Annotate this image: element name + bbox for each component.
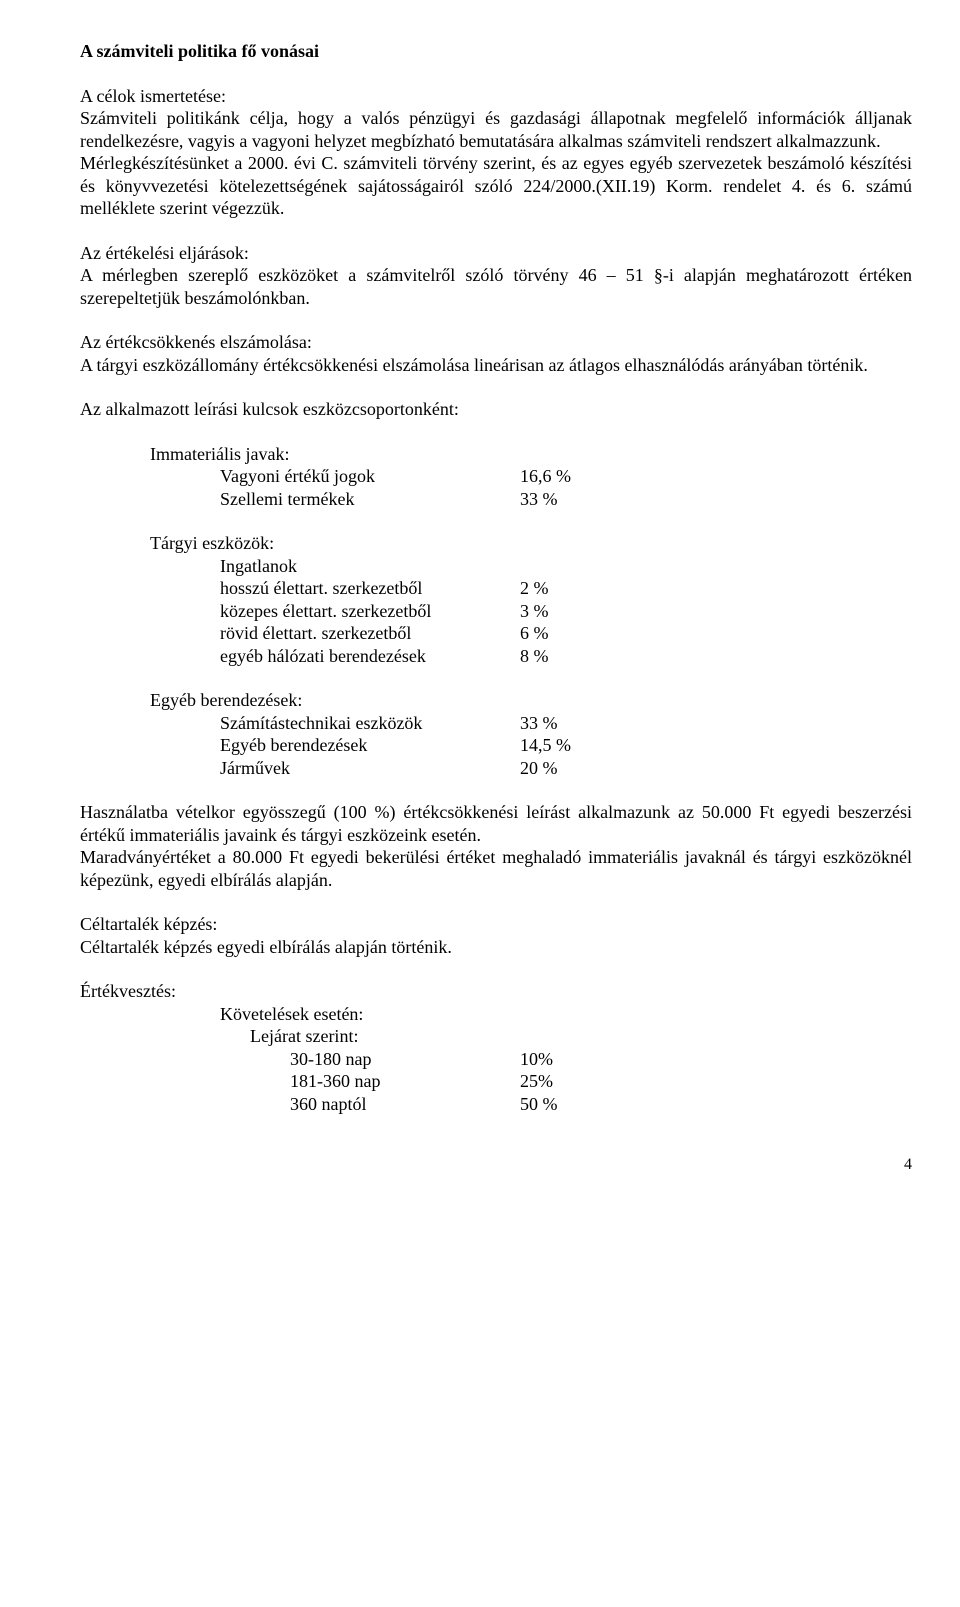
rates-heading: Az alkalmazott leírási kulcsok eszközcso… <box>80 398 912 421</box>
provision-body: Céltartalék képzés egyedi elbírálás alap… <box>80 937 452 957</box>
rate-label: közepes élettart. szerkezetből <box>220 600 520 623</box>
impairment-value: 25% <box>520 1070 620 1093</box>
rate-row: Szellemi termékek 33 % <box>80 488 912 511</box>
rate-label: Szellemi termékek <box>220 488 520 511</box>
impairment-sub2: Lejárat szerint: <box>80 1025 912 1048</box>
impairment-head: Értékvesztés: <box>80 980 912 1003</box>
rate-label: Járművek <box>220 757 520 780</box>
rate-label: rövid élettart. szerkezetből <box>220 622 520 645</box>
impairment-label: 181-360 nap <box>290 1070 520 1093</box>
provision-head: Céltartalék képzés: <box>80 914 217 934</box>
impairment-sub1: Követelések esetén: <box>80 1003 912 1026</box>
rate-label: Számítástechnikai eszközök <box>220 712 520 735</box>
rate-label: hosszú élettart. szerkezetből <box>220 577 520 600</box>
immaterial-assets-block: Immateriális javak: Vagyoni értékű jogok… <box>80 443 912 511</box>
impairment-row: 181-360 nap 25% <box>80 1070 912 1093</box>
usage-line-2: Maradványértéket a 80.000 Ft egyedi beke… <box>80 847 912 890</box>
tangible-head: Tárgyi eszközök: <box>80 532 912 555</box>
intro-paragraph: A célok ismertetése: Számviteli politiká… <box>80 85 912 220</box>
usage-line-1: Használatba vételkor egyösszegű (100 %) … <box>80 802 912 845</box>
rate-row: közepes élettart. szerkezetből 3 % <box>80 600 912 623</box>
rate-value: 14,5 % <box>520 734 620 757</box>
provision-paragraph: Céltartalék képzés: Céltartalék képzés e… <box>80 913 912 958</box>
rate-label: egyéb hálózati berendezések <box>220 645 520 668</box>
intro-body: Számviteli politikánk célja, hogy a való… <box>80 108 912 151</box>
depreciation-head: Az értékcsökkenés elszámolása: <box>80 332 312 352</box>
impairment-label: 360 naptól <box>290 1093 520 1116</box>
usage-paragraph: Használatba vételkor egyösszegű (100 %) … <box>80 801 912 891</box>
impairment-value: 50 % <box>520 1093 620 1116</box>
rate-value: 20 % <box>520 757 620 780</box>
impairment-label: 30-180 nap <box>290 1048 520 1071</box>
rate-value: 33 % <box>520 712 620 735</box>
rate-row: Számítástechnikai eszközök 33 % <box>80 712 912 735</box>
tangible-subhead: Ingatlanok <box>80 555 912 578</box>
immaterial-head: Immateriális javak: <box>80 443 912 466</box>
rate-value: 33 % <box>520 488 620 511</box>
intro-body-2: Mérlegkészítésünket a 2000. évi C. számv… <box>80 153 912 218</box>
evaluation-head: Az értékelési eljárások: <box>80 243 249 263</box>
page-title: A számviteli politika fő vonásai <box>80 40 912 63</box>
rate-value: 3 % <box>520 600 620 623</box>
page-number: 4 <box>80 1155 912 1175</box>
impairment-row: 360 naptól 50 % <box>80 1093 912 1116</box>
rate-value: 2 % <box>520 577 620 600</box>
rate-row: Járművek 20 % <box>80 757 912 780</box>
impairment-value: 10% <box>520 1048 620 1071</box>
depreciation-paragraph: Az értékcsökkenés elszámolása: A tárgyi … <box>80 331 912 376</box>
other-equipment-head: Egyéb berendezések: <box>80 689 912 712</box>
rate-row: Egyéb berendezések 14,5 % <box>80 734 912 757</box>
rate-value: 16,6 % <box>520 465 620 488</box>
rate-row: Vagyoni értékű jogok 16,6 % <box>80 465 912 488</box>
rate-row: hosszú élettart. szerkezetből 2 % <box>80 577 912 600</box>
evaluation-body: A mérlegben szereplő eszközöket a számvi… <box>80 265 912 308</box>
impairment-block: Értékvesztés: Követelések esetén: Lejára… <box>80 980 912 1115</box>
evaluation-paragraph: Az értékelési eljárások: A mérlegben sze… <box>80 242 912 310</box>
rate-label: Egyéb berendezések <box>220 734 520 757</box>
tangible-assets-block: Tárgyi eszközök: Ingatlanok hosszú élett… <box>80 532 912 667</box>
rate-label: Vagyoni értékű jogok <box>220 465 520 488</box>
rate-value: 6 % <box>520 622 620 645</box>
intro-head: A célok ismertetése: <box>80 86 226 106</box>
rate-row: egyéb hálózati berendezések 8 % <box>80 645 912 668</box>
other-equipment-block: Egyéb berendezések: Számítástechnikai es… <box>80 689 912 779</box>
impairment-row: 30-180 nap 10% <box>80 1048 912 1071</box>
depreciation-body: A tárgyi eszközállomány értékcsökkenési … <box>80 355 868 375</box>
rate-value: 8 % <box>520 645 620 668</box>
rate-row: rövid élettart. szerkezetből 6 % <box>80 622 912 645</box>
